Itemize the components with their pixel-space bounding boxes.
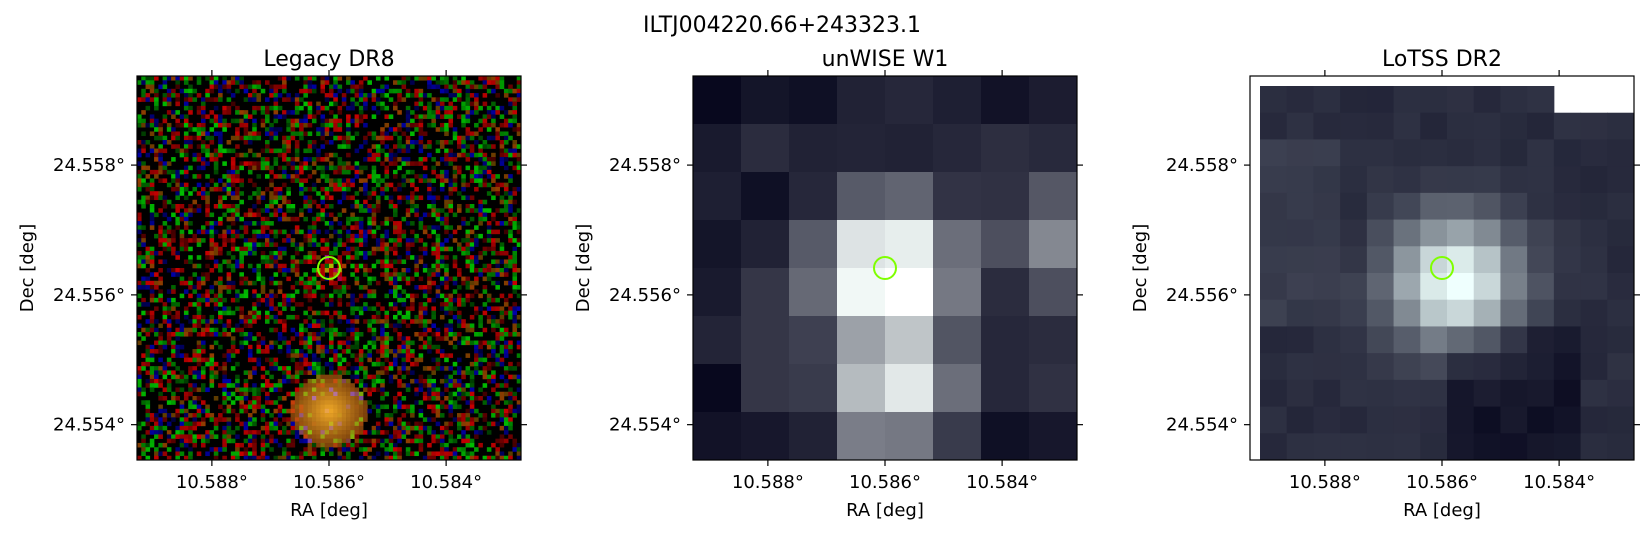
panel-legacy: Legacy DR8 10.588° 10.586° 10.584° 24.558° 24… xyxy=(17,47,527,521)
x-axis-label: RA [deg] xyxy=(290,500,368,521)
target-marker-circle xyxy=(1430,256,1454,280)
x-axis-label: RA [deg] xyxy=(846,500,924,521)
figure-title: ILTJ004220.66+243323.1 xyxy=(643,13,921,38)
x-tick-label: 10.588° xyxy=(1289,472,1361,493)
x-tick-label: 10.584° xyxy=(966,472,1038,493)
x-tick-label: 10.584° xyxy=(1523,472,1595,493)
x-tick-label: 10.588° xyxy=(176,472,248,493)
y-tick-label: 24.556° xyxy=(1166,285,1238,306)
panel-unwise: unWISE W1 10.588° 10.586° 10.584° 24.558° 24.… xyxy=(573,47,1083,521)
y-tick-label: 24.556° xyxy=(609,285,681,306)
legacy-image xyxy=(137,76,522,461)
unwise-image xyxy=(693,76,1078,461)
x-tick-label: 10.588° xyxy=(732,472,804,493)
y-axis-label: Dec [deg] xyxy=(17,224,38,313)
y-tick-label: 24.554° xyxy=(609,415,681,436)
x-axis-label: RA [deg] xyxy=(1403,500,1481,521)
y-tick-label: 24.554° xyxy=(53,415,125,436)
x-tick-label: 10.586° xyxy=(293,472,365,493)
lotss-image xyxy=(1250,76,1635,461)
y-tick-label: 24.558° xyxy=(609,155,681,176)
panel-title: LoTSS DR2 xyxy=(1382,47,1502,72)
panel-title: unWISE W1 xyxy=(822,47,949,72)
panel-lotss: LoTSS DR2 10.588° 10.586° 10.584° 24.558° 24.… xyxy=(1130,47,1640,521)
panel-title: Legacy DR8 xyxy=(263,47,394,72)
y-tick-label: 24.554° xyxy=(1166,415,1238,436)
y-axis-label: Dec [deg] xyxy=(573,224,594,313)
y-tick-label: 24.556° xyxy=(53,285,125,306)
y-tick-label: 24.558° xyxy=(53,155,125,176)
y-tick-label: 24.558° xyxy=(1166,155,1238,176)
y-axis-label: Dec [deg] xyxy=(1130,224,1151,313)
target-marker-circle xyxy=(317,256,341,280)
x-tick-label: 10.586° xyxy=(849,472,921,493)
target-marker-circle xyxy=(873,256,897,280)
x-tick-label: 10.586° xyxy=(1406,472,1478,493)
x-tick-label: 10.584° xyxy=(410,472,482,493)
